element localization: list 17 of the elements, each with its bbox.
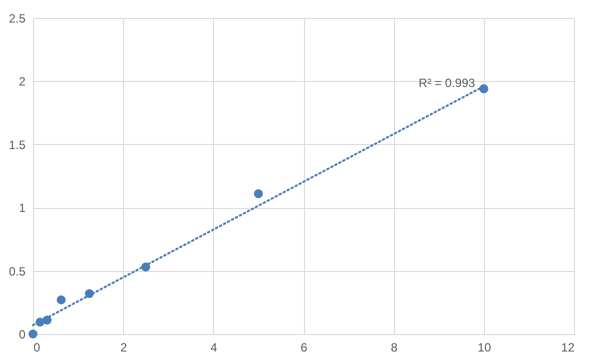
y-tick-label: 1.5	[8, 138, 26, 152]
y-tick-label: 1	[18, 201, 26, 216]
point	[254, 189, 263, 198]
x-tick-label: 10	[478, 340, 492, 354]
x-tick-label: 4	[210, 340, 218, 354]
y-tick-label: 2.5	[8, 12, 26, 26]
x-tick-label: 8	[390, 340, 398, 354]
x-tick-label: 2	[120, 340, 128, 354]
x-tick-label: 0	[34, 340, 40, 354]
point	[56, 295, 66, 304]
point	[28, 330, 38, 338]
y-tick-label: 0.5	[8, 264, 26, 278]
x-tick-label: 6	[300, 340, 308, 354]
y-tick-label: 2	[18, 74, 26, 89]
x-tick-label: 12	[561, 340, 575, 354]
annotation: R² = 0.993	[418, 76, 476, 90]
y-tick-label: 0	[18, 328, 26, 342]
